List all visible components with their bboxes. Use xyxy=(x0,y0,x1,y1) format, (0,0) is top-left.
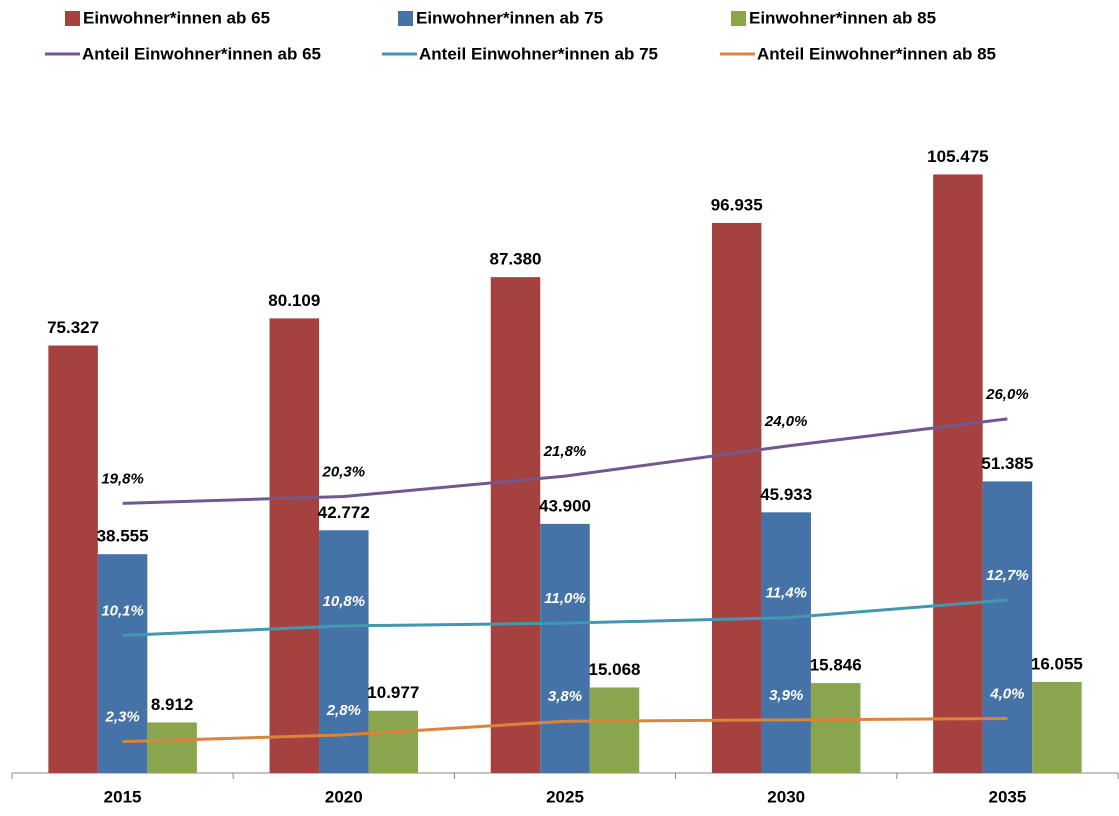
legend-label: Anteil Einwohner*innen ab 65 xyxy=(82,44,321,63)
bar-value-label: 51.385 xyxy=(981,454,1033,473)
line-value-label: 10,1% xyxy=(101,602,144,619)
bar-value-label: 10.977 xyxy=(367,683,419,702)
bar-value-label: 45.933 xyxy=(760,485,812,504)
line-series xyxy=(122,717,1008,744)
legend-label: Einwohner*innen ab 65 xyxy=(83,8,270,27)
bar-value-label: 15.846 xyxy=(810,656,862,675)
line-value-label: 10,8% xyxy=(323,593,366,610)
x-tick-label: 2025 xyxy=(546,787,584,806)
bar-value-label: 43.900 xyxy=(539,496,591,515)
legend-swatch xyxy=(731,11,746,26)
line-value-label: 21,8% xyxy=(543,443,587,460)
line-value-label: 4,0% xyxy=(989,685,1024,702)
line-value-label: 26,0% xyxy=(985,386,1029,403)
line-value-label: 3,9% xyxy=(769,687,803,704)
line-value-label: 19,8% xyxy=(101,470,144,487)
bar xyxy=(933,174,983,773)
line-value-label: 20,3% xyxy=(322,463,366,480)
x-tick-label: 2035 xyxy=(988,787,1026,806)
line-value-label: 24,0% xyxy=(764,413,808,430)
legend-label: Einwohner*innen ab 85 xyxy=(749,8,936,27)
legend-swatch xyxy=(398,11,413,26)
x-tick-label: 2020 xyxy=(325,787,363,806)
legend-label: Anteil Einwohner*innen ab 75 xyxy=(419,44,658,63)
legend-label: Anteil Einwohner*innen ab 85 xyxy=(757,44,996,63)
line-series xyxy=(122,598,1008,637)
bar xyxy=(97,554,148,773)
legend-swatch xyxy=(65,11,80,26)
bar-value-label: 42.772 xyxy=(318,503,370,522)
bar-value-label: 16.055 xyxy=(1031,654,1083,673)
bar xyxy=(490,277,541,773)
x-tick-label: 2030 xyxy=(767,787,805,806)
x-tick-label: 2015 xyxy=(104,787,142,806)
legend-label: Einwohner*innen ab 75 xyxy=(416,8,603,27)
line-value-label: 11,4% xyxy=(765,585,806,602)
line-value-label: 12,7% xyxy=(986,567,1029,584)
bar xyxy=(1032,681,1082,773)
line-value-label: 3,8% xyxy=(548,688,582,705)
bar-value-label: 15.068 xyxy=(589,660,641,679)
bar-value-label: 87.380 xyxy=(490,250,542,269)
bar xyxy=(48,345,98,773)
line-series xyxy=(122,417,1008,505)
bar xyxy=(269,318,320,773)
bar-value-label: 38.555 xyxy=(97,527,149,546)
bar-value-label: 96.935 xyxy=(711,195,763,214)
bar xyxy=(982,481,1033,773)
bar xyxy=(810,683,861,773)
bar-value-label: 105.475 xyxy=(927,147,988,166)
bar xyxy=(147,722,197,773)
bar xyxy=(368,710,419,773)
bar-value-label: 8.912 xyxy=(151,695,194,714)
bar xyxy=(540,523,590,773)
line-value-label: 2,3% xyxy=(104,709,139,726)
bar-value-label: 80.109 xyxy=(268,291,320,310)
line-value-label: 11,0% xyxy=(544,590,585,607)
bar-value-label: 75.327 xyxy=(47,318,99,337)
bar xyxy=(761,512,811,773)
bar xyxy=(711,222,762,774)
line-value-label: 2,8% xyxy=(326,702,361,719)
bar xyxy=(589,687,640,773)
